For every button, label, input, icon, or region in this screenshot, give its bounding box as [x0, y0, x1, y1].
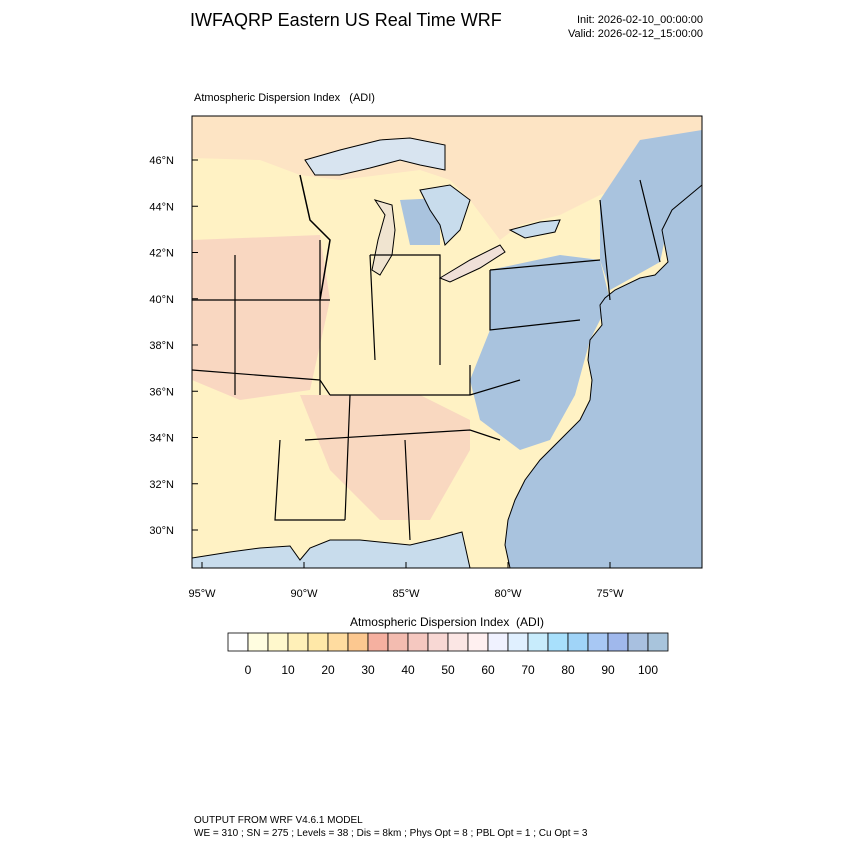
color-box [267, 632, 289, 652]
map-frame [191, 115, 703, 569]
color-box [367, 632, 389, 652]
canada [192, 116, 702, 240]
color-box [487, 632, 509, 652]
color-box [307, 632, 329, 652]
lake-michigan [371, 199, 396, 276]
color-box [647, 632, 669, 652]
color-box [227, 632, 249, 652]
map [192, 116, 702, 568]
colorbar-tick-label: 100 [638, 663, 658, 677]
lat-label: 36°N [149, 386, 174, 398]
lat-label: 44°N [149, 201, 174, 213]
lake-erie [438, 244, 506, 283]
lon-label: 95°W [188, 588, 216, 600]
lat-label: 38°N [149, 340, 174, 352]
colorbar-tick-label: 90 [601, 663, 615, 677]
colorbar-tick-label: 70 [521, 663, 535, 677]
colorbar-tick-label: 0 [245, 663, 252, 677]
color-box [607, 632, 629, 652]
color-box [327, 632, 349, 652]
colorbar-tick-label: 80 [561, 663, 575, 677]
color-box [467, 632, 489, 652]
color-box [407, 632, 429, 652]
colorbar-tick-label: 30 [361, 663, 375, 677]
colorbar-tick-label: 20 [321, 663, 335, 677]
init-time: Init: 2026-02-10_00:00:00 [577, 14, 703, 26]
color-box [387, 632, 409, 652]
colorbar-title: Atmospheric Dispersion Index (ADI) [350, 615, 544, 629]
colorbar-tick-label: 40 [401, 663, 415, 677]
footer-line: OUTPUT FROM WRF V4.6.1 MODEL [194, 815, 363, 826]
color-box [547, 632, 569, 652]
lake-ontario [508, 219, 561, 239]
title: IWFAQRP Eastern US Real Time WRF [190, 10, 502, 30]
color-box [627, 632, 649, 652]
valid-time: Valid: 2026-02-12_15:00:00 [568, 28, 703, 40]
color-box [567, 632, 589, 652]
gulf [192, 531, 471, 568]
lake-superior [304, 137, 446, 176]
colorbar-tick-label: 60 [481, 663, 495, 677]
color-box [587, 632, 609, 652]
color-box [347, 632, 369, 652]
lake-huron [419, 184, 471, 246]
colorbar-tick-label: 10 [281, 663, 295, 677]
ocean [504, 184, 702, 568]
lat-label: 42°N [149, 248, 174, 260]
pink-region [192, 235, 330, 400]
map-subtitle: Atmospheric Dispersion Index (ADI) [194, 92, 375, 104]
map-axes: 46°N 44°N 42°N 40°N 38°N 36°N 34°N 32°N 30°N 95°W… [149, 155, 624, 600]
lat-label: 30°N [149, 525, 174, 537]
blue-region [600, 130, 702, 290]
lat-label: 46°N [149, 155, 174, 167]
lon-label: 80°W [494, 588, 522, 600]
colorbar-tick-label: 50 [441, 663, 455, 677]
color-box [527, 632, 549, 652]
footer-line: WE = 310 ; SN = 275 ; Levels = 38 ; Dis … [194, 828, 588, 839]
lat-label: 32°N [149, 479, 174, 491]
color-box [447, 632, 469, 652]
pink-region [300, 395, 470, 520]
state-borders [192, 174, 661, 541]
lat-label: 40°N [149, 294, 174, 306]
lon-label: 85°W [392, 588, 420, 600]
colorbar: 0 10 20 30 40 50 60 70 80 90 100 [227, 632, 669, 677]
lat-label: 34°N [149, 433, 174, 445]
lon-label: 75°W [596, 588, 624, 600]
color-box [287, 632, 309, 652]
blue-region [470, 255, 610, 450]
color-box [427, 632, 449, 652]
lon-label: 90°W [290, 588, 318, 600]
color-box [507, 632, 529, 652]
color-box [247, 632, 269, 652]
